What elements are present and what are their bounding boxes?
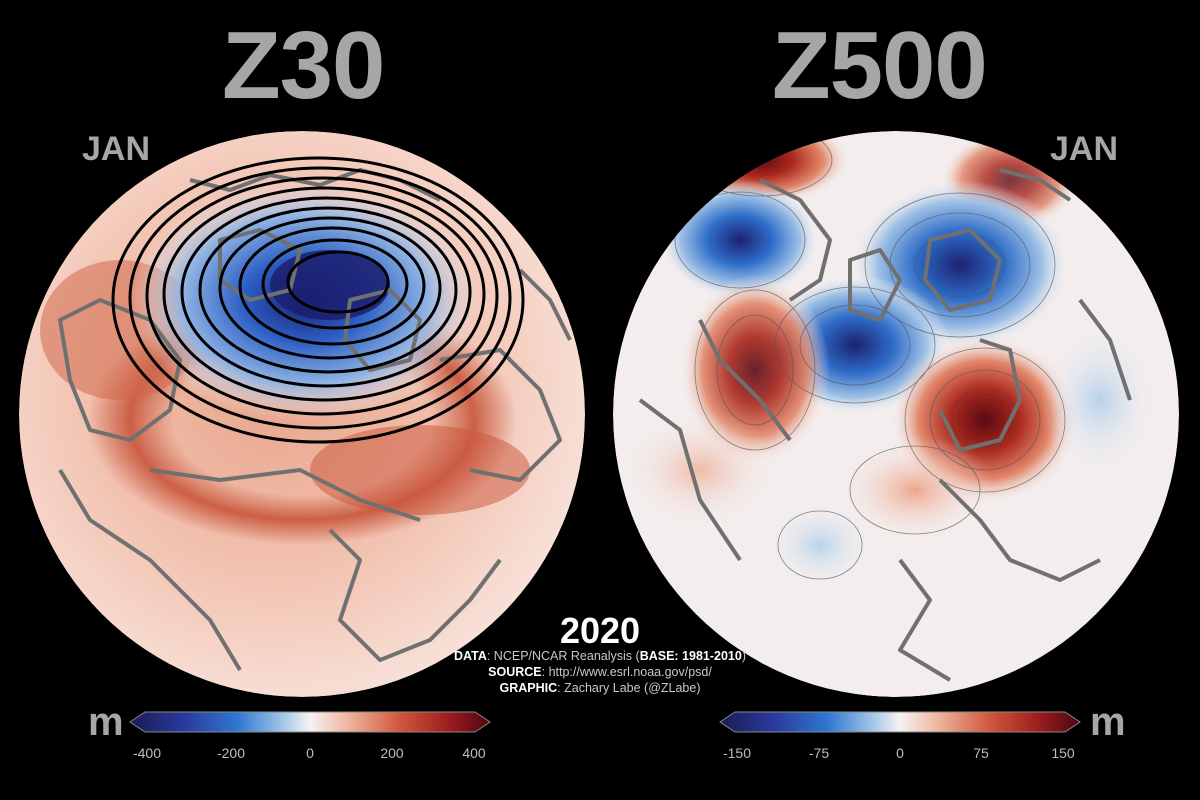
left-colorbar [129, 711, 491, 733]
source-credit: SOURCE: http://www.esrl.noaa.gov/psd/ [488, 665, 712, 679]
right-map-title: Z500 [772, 12, 988, 119]
left-tick: -200 [216, 745, 246, 761]
right-tick: 75 [973, 745, 989, 761]
z30-map [19, 131, 585, 697]
left-unit-label: m [88, 700, 124, 744]
right-unit-label: m [1090, 700, 1126, 744]
right-tick: -75 [808, 745, 830, 761]
left-tick: -400 [132, 745, 162, 761]
coastlines-right [638, 168, 1132, 682]
z30-contours [111, 156, 525, 444]
left-tick: 400 [462, 745, 486, 761]
right-tick: -150 [722, 745, 752, 761]
right-colorbar [719, 711, 1081, 733]
left-map-title: Z30 [222, 12, 385, 119]
left-tick: 0 [306, 745, 314, 761]
right-tick: 0 [896, 745, 904, 761]
right-tick: 150 [1051, 745, 1075, 761]
right-month-label: JAN [1050, 130, 1119, 168]
left-tick: 200 [380, 745, 404, 761]
left-month-label: JAN [82, 130, 151, 168]
data-credit: DATA: NCEP/NCAR Reanalysis (BASE: 1981-2… [453, 649, 747, 663]
graphic-credit: GRAPHIC: Zachary Labe (@ZLabe) [499, 681, 701, 695]
year-label: 2020 [559, 610, 641, 651]
